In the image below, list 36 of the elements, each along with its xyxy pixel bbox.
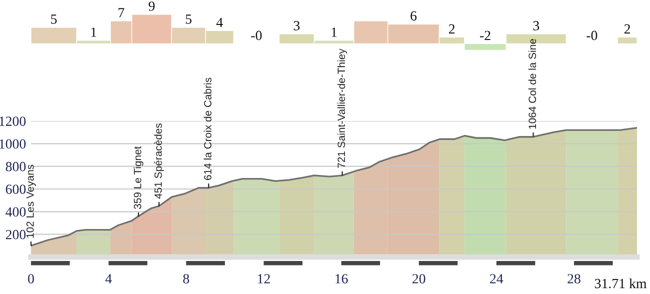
x-tick-label: 12 bbox=[258, 274, 270, 284]
y-tick-label: 800 bbox=[6, 162, 26, 172]
data-label: 6 bbox=[410, 11, 417, 21]
x-tick-label: 4 bbox=[105, 274, 112, 284]
data-label: -0 bbox=[586, 30, 598, 40]
data-label: 5 bbox=[186, 14, 192, 24]
annotation: 614 la Croix de Cabris bbox=[204, 78, 212, 180]
annotation: 451 Spéracèdes bbox=[154, 123, 164, 199]
annotation: 1064 Col de la Sine bbox=[528, 39, 536, 129]
data-label: 2 bbox=[448, 24, 455, 34]
data-label: -2 bbox=[480, 30, 490, 40]
data-label: 1 bbox=[332, 28, 337, 37]
data-label: 9 bbox=[148, 1, 155, 11]
data-label: 3 bbox=[294, 21, 300, 30]
data-label: 4 bbox=[216, 18, 223, 27]
x-tick-label: 20 bbox=[412, 274, 426, 284]
x-tick-label: 16 bbox=[336, 274, 348, 284]
data-label: 2 bbox=[624, 24, 630, 34]
annotation: 721 Saint-Vallier-de-Thiey bbox=[337, 48, 348, 168]
x-tick-label: 8 bbox=[183, 274, 190, 284]
data-label: 5 bbox=[51, 14, 57, 24]
y-tick-label: 200 bbox=[6, 230, 26, 240]
data-label: 1 bbox=[91, 28, 96, 37]
x-tick-label: 0 bbox=[28, 274, 34, 284]
data-label: -0 bbox=[251, 30, 262, 40]
y-tick-label: 400 bbox=[6, 207, 26, 217]
y-tick-label: 1200 bbox=[0, 116, 26, 126]
annotation: 359 Le Tignet bbox=[134, 146, 144, 209]
data-label: 7 bbox=[118, 8, 124, 18]
text: 31.71 km bbox=[594, 278, 647, 288]
x-tick-label: 28 bbox=[568, 274, 580, 284]
data-label: 3 bbox=[533, 21, 540, 30]
y-tick-label: 600 bbox=[6, 184, 26, 194]
x-tick-label: 24 bbox=[490, 274, 504, 284]
annotation: 102 Les Veyans bbox=[26, 164, 36, 238]
y-tick-label: 1000 bbox=[0, 139, 26, 149]
